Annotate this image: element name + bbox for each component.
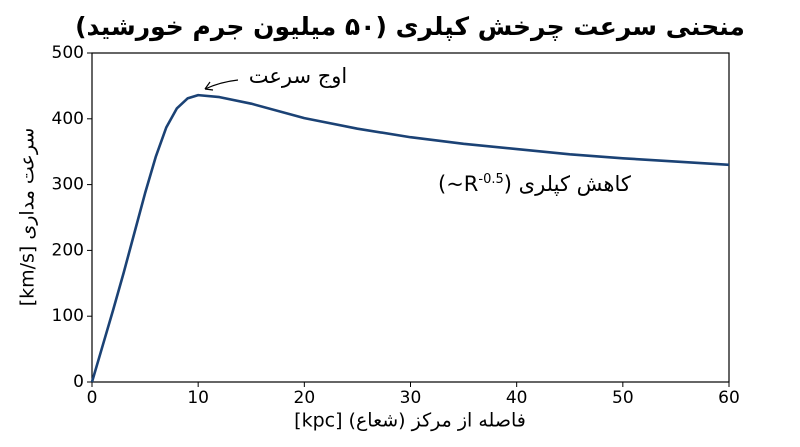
x-tick-label: 0 [87, 388, 98, 408]
chart-title: منحنی سرعت چرخش کپلری (۵۰ میلیون جرم خور… [75, 12, 745, 42]
y-tick-label: 100 [52, 306, 84, 326]
y-tick-label: 200 [52, 240, 84, 260]
line [90, 93, 730, 383]
y-tick-label: 0 [73, 372, 84, 392]
annotation-text: کاهش کپلری [518, 172, 631, 196]
y-tick-label: 500 [52, 43, 84, 63]
x-tick-label: 20 [294, 388, 316, 408]
x-tick-label: 40 [506, 388, 528, 408]
x-axis-label: فاصله از مرکز (شعاع) [kpc] [294, 410, 526, 432]
annotation-close: ) [503, 172, 512, 196]
annotation: (~R-0.5) کاهش کپلری [438, 172, 631, 196]
annotation-formula: (~R [438, 172, 479, 196]
x-tick-label: 50 [612, 388, 634, 408]
arrow-head [204, 81, 214, 91]
annotation-arrow [204, 79, 239, 90]
y-tick-label: 300 [52, 175, 84, 195]
y-tick-label: 400 [52, 109, 84, 129]
x-tick-label: 60 [718, 388, 740, 408]
x-tick-label: 10 [187, 388, 209, 408]
annotation: اوج سرعت [249, 64, 348, 89]
plot-frame [91, 52, 730, 383]
x-tick-label: 30 [400, 388, 422, 408]
annotation-exponent: -0.5 [478, 172, 504, 187]
y-axis-label: سرعت مداری [km/s] [17, 128, 39, 307]
